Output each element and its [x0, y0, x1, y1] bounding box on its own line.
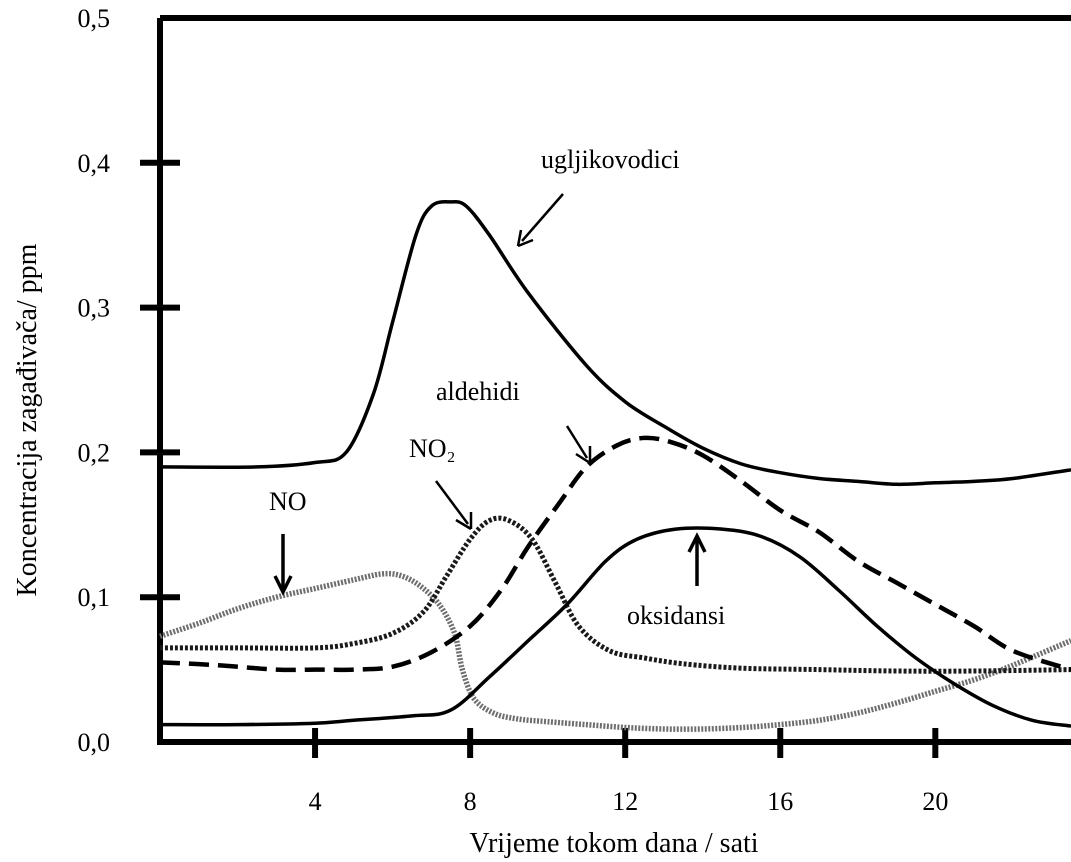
arrow-ugljikovodici [516, 193, 564, 248]
x-axis-title: Vrijeme tokom dana / sati [469, 828, 758, 859]
label-no: NO [269, 487, 307, 516]
label-ugljikovodici: ugljikovodici [541, 145, 680, 174]
x-axis-ticks: 4 8 12 16 20 [309, 728, 948, 816]
arrow-no [273, 534, 293, 596]
series-line-4 [159, 526, 1071, 728]
series-line-3 [159, 435, 1071, 673]
y-tick-label: 0,1 [78, 583, 111, 612]
y-tick-label: 0,4 [78, 149, 111, 178]
y-tick-label: 0,0 [78, 728, 111, 757]
x-tick-label: 12 [612, 787, 638, 816]
x-tick-label: 16 [767, 787, 793, 816]
series-line-1 [159, 570, 1071, 732]
y-axis-title: Koncentracija zagađivača/ ppm [12, 243, 43, 596]
x-tick-label: 20 [922, 787, 948, 816]
series-line-2 [160, 515, 1071, 674]
label-aldehidi: aldehidi [436, 377, 520, 406]
arrow-aldehidi [565, 425, 592, 465]
y-tick-label: 0,2 [78, 438, 111, 467]
y-axis-ticks: 0,0 0,1 0,2 0,3 0,4 0,5 [78, 4, 180, 757]
annotation-arrows [273, 193, 707, 596]
y-tick-label: 0,3 [78, 294, 111, 323]
x-tick-label: 8 [464, 787, 477, 816]
arrow-no2 [434, 480, 473, 531]
series-lines [159, 200, 1071, 732]
y-tick-label: 0,5 [78, 4, 111, 33]
arrow-oksidansi [687, 532, 707, 586]
label-oksidansi: oksidansi [627, 601, 725, 630]
x-tick-label: 4 [309, 787, 322, 816]
series-line-0 [159, 200, 1071, 487]
label-no2: NO₂ [409, 434, 456, 463]
